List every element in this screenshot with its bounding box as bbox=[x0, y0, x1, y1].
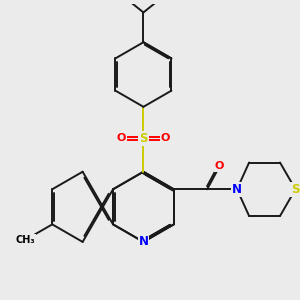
Text: N: N bbox=[138, 236, 148, 248]
Text: O: O bbox=[215, 161, 224, 172]
Text: S: S bbox=[139, 132, 148, 145]
Text: S: S bbox=[291, 183, 300, 196]
Text: N: N bbox=[232, 183, 242, 196]
Text: O: O bbox=[117, 134, 126, 143]
Text: CH₃: CH₃ bbox=[16, 235, 35, 245]
Text: O: O bbox=[160, 134, 170, 143]
